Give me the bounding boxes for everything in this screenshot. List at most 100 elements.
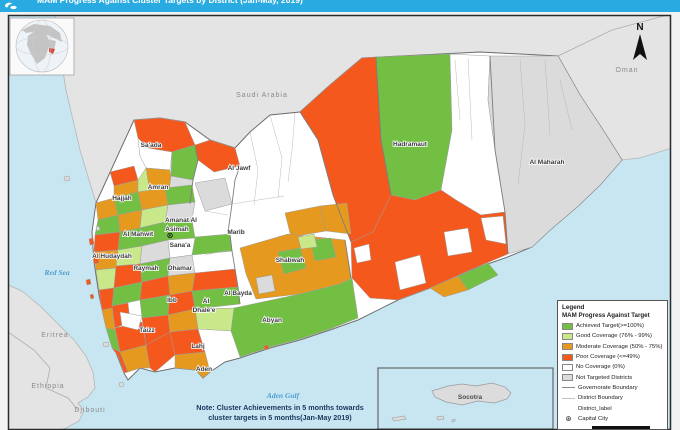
legend-item-poor: Poor Coverage (<=49%): [562, 352, 664, 362]
district-patch: [230, 277, 359, 358]
district-patch: [111, 347, 129, 374]
legend-item-moderate: Moderate Coverage (50% - 75%): [562, 342, 664, 352]
district-patch: [319, 202, 352, 235]
label-amanat-al: Amanat Al: [165, 217, 197, 224]
label-ethiopia: Ethiopia: [31, 383, 64, 390]
label-al-mahwit: Al Mahwit: [123, 231, 154, 238]
legend-item-district-boundary: District Boundary: [562, 393, 664, 403]
district-patch: [255, 274, 276, 295]
scale-bar: [592, 425, 650, 430]
legend-label: Achieved Target(>=100%): [576, 323, 645, 330]
label-dhamar: Dhamar: [168, 265, 193, 272]
district-patch: [457, 262, 499, 291]
globe-arabia: [47, 39, 56, 50]
islands: [63, 175, 270, 388]
globe-africa: [27, 30, 50, 64]
legend-label: Moderate Coverage (50% - 75%): [576, 343, 663, 350]
label-al-maharah: Al Maharah: [529, 159, 564, 166]
legend-item-district-label: District_label: [562, 403, 664, 413]
legend-subtitle: MAM Progress Against Target: [562, 312, 650, 319]
label-abyan: Abyan: [262, 317, 282, 324]
globe-eurasia: [22, 24, 62, 42]
title-logo-icon: [5, 2, 17, 10]
label-eritrea: Eritrea: [41, 332, 69, 339]
legend-swatch-none: [562, 363, 573, 371]
label-hajjah: Hajjah: [112, 195, 132, 202]
district-patches: [93, 53, 623, 379]
north-arrow-icon: [633, 34, 647, 60]
label-al-bayda: Al Bayda: [224, 290, 252, 297]
socotra-island: [431, 382, 512, 406]
district-patch: [191, 233, 233, 256]
district-patch: [119, 311, 143, 331]
label-raymah: Raymah: [133, 265, 158, 272]
label-sanaa: Sana'a: [170, 242, 191, 249]
capital-city-marker: ⊛: [167, 231, 174, 240]
legend-swatch-moderate: [562, 343, 573, 351]
legend-label: Good Coverage (76% - 99%): [576, 333, 652, 340]
socotra-islet: [391, 415, 407, 422]
label-marib: Marib: [227, 229, 244, 236]
label-djibouti: Djibouti: [74, 407, 105, 414]
globe-inset: [9, 17, 75, 76]
district-patch: [480, 215, 507, 245]
label-lahj: Lahj: [191, 343, 205, 350]
legend-label: District Boundary: [578, 395, 623, 402]
border-eritrea-ethiopia: [8, 331, 51, 389]
district-patch: [277, 247, 307, 275]
governorate-boundaries: [189, 55, 509, 305]
legend-label: Not Targeted Districts: [576, 374, 633, 381]
district-patch: [145, 331, 176, 373]
border-ethiopia-djibouti: [45, 387, 79, 411]
border-saudi-oman: [557, 15, 667, 57]
north-arrow: N: [633, 22, 647, 60]
district-boundary-line-icon: [562, 397, 575, 399]
district-patch: [174, 351, 211, 379]
label-al-dhalee-1: Al: [203, 298, 210, 305]
label-red-sea: Red Sea: [43, 268, 69, 277]
legend-title: Legend: [562, 304, 585, 311]
note-line-2: cluster targets in 5 months(Jan-May 2019…: [208, 413, 352, 422]
district-patch: [93, 231, 121, 253]
label-aden: Aden: [196, 366, 212, 373]
label-al-jawf: Al Jawf: [228, 165, 252, 172]
district-patch: [350, 189, 509, 301]
north-label: N: [636, 22, 643, 33]
label-aden-gulf: Aden Gulf: [266, 391, 301, 400]
note-text: Note: Cluster Achievements in 5 months t…: [196, 403, 363, 422]
label-saada: Sa'ada: [141, 142, 162, 149]
district-patch: [119, 344, 151, 373]
label-taizz: Taizz: [139, 327, 155, 334]
legend-item-achieved: Achieved Target(>=100%): [562, 321, 664, 331]
legend-label: Capital City: [578, 415, 609, 422]
legend-label: Poor Coverage (<=49%): [576, 354, 640, 361]
legend-item-not-targeted: Not Targeted Districts: [562, 372, 664, 382]
legend-item-good: Good Coverage (76% - 99%): [562, 331, 664, 341]
map-frame-content: Saudi Arabia Oman Eritrea Ethiopia Djibo…: [8, 15, 671, 430]
legend-swatch-achieved: [562, 322, 573, 330]
title-bar: MAM Progress Against Cluster Targets by …: [0, 0, 680, 12]
legend-label: No Coverage (0%): [576, 364, 625, 371]
label-shabwah: Shabwah: [276, 257, 305, 264]
label-oman: Oman: [615, 67, 638, 74]
legend-item-capital-city: ⊛ Capital City: [562, 414, 664, 424]
legend-swatch-poor: [562, 353, 573, 361]
label-al-hudaydah: Al Hudaydah: [92, 253, 132, 260]
legend-label: Governorate Boundary: [578, 384, 638, 391]
label-ibb: Ibb: [167, 297, 177, 304]
district-patch: [443, 227, 473, 257]
district-patch: [297, 233, 318, 250]
legend-panel: Legend MAM Progress Against Target Achie…: [557, 300, 668, 430]
label-al-dhalee-2: Dhale'e: [193, 307, 216, 314]
capital-city-icon: ⊛: [565, 414, 572, 424]
legend-swatch-good: [562, 332, 573, 340]
district-patch: [95, 267, 117, 291]
socotra-inset: Socotra: [377, 367, 554, 430]
legend-label: District_label: [578, 405, 612, 412]
district-patch: [353, 243, 372, 264]
socotra-islet: [436, 415, 445, 421]
label-hadramaut: Hadramaut: [393, 141, 428, 148]
label-asimah: Asimah: [165, 226, 189, 233]
